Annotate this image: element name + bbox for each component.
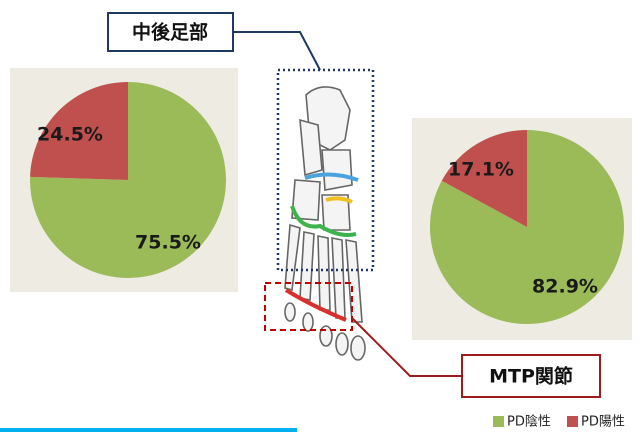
value-label: 17.1%	[448, 159, 514, 181]
annotation: 中後足部	[132, 21, 208, 44]
legend-swatch	[493, 416, 504, 427]
pie-slice	[441, 130, 527, 227]
callout-box	[461, 354, 601, 398]
foot-illustration	[284, 86, 366, 361]
value-label: 82.9%	[532, 276, 598, 298]
annotation: MTP関節	[489, 365, 573, 388]
callout-box	[107, 12, 234, 52]
pie-slice	[30, 82, 129, 180]
value-label: 24.5%	[37, 124, 103, 146]
connector	[233, 31, 321, 71]
legend-label: PD陽性	[581, 415, 625, 430]
legend-swatch	[567, 416, 578, 427]
connector	[351, 317, 462, 377]
value-label: 75.5%	[135, 232, 201, 254]
region-box	[264, 282, 353, 331]
region-box	[276, 68, 375, 272]
accent-line	[0, 428, 297, 432]
legend-label: PD陰性	[507, 415, 551, 430]
